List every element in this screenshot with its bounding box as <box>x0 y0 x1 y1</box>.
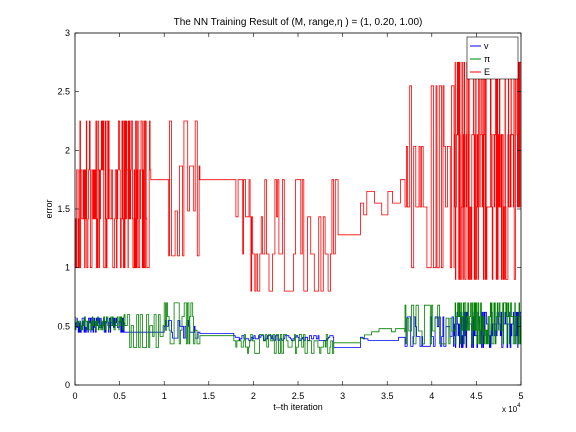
y-axis-label: error <box>44 199 54 218</box>
x-tick-label: 3.5 <box>381 391 394 401</box>
legend: v π E <box>466 36 519 80</box>
y-tick-label: 1.5 <box>57 204 70 214</box>
x-axis-label: t–th iteration <box>273 402 323 412</box>
series-line-pi <box>74 302 522 354</box>
y-tick-label: 1 <box>65 263 70 273</box>
y-tick-label: 0.5 <box>57 321 70 331</box>
x-tick-label: 1.5 <box>203 391 216 401</box>
legend-label-pi: π <box>484 54 490 64</box>
y-tick-label: 2 <box>65 145 70 155</box>
x-tick-label: 0.5 <box>113 391 126 401</box>
series-line-e <box>75 61 521 292</box>
x-tick-label: 4 <box>429 391 434 401</box>
x-exponent-power: 4 <box>517 403 521 409</box>
x-tick-label: 2 <box>251 391 256 401</box>
y-tick-label: 0 <box>65 380 70 390</box>
x-tick-label: 0 <box>72 391 77 401</box>
x-exponent-label: x 104 <box>502 403 521 414</box>
x-tick-label: 2.5 <box>292 391 305 401</box>
x-tick-label: 1 <box>162 391 167 401</box>
chart-title: The NN Training Result of (M, range,η ) … <box>174 17 423 28</box>
series-line-v <box>75 311 521 348</box>
x-tick-label: 5 <box>518 391 523 401</box>
legend-label-e: E <box>484 67 490 77</box>
x-tick-label: 3 <box>340 391 345 401</box>
ticks-layer: 0 0.5 1 1.5 2 2.5 3 3.5 4 4.5 5 0 0.5 1 1.5 2 2.5 3 <box>57 28 523 401</box>
y-tick-label: 2.5 <box>57 87 70 97</box>
y-tick-label: 3 <box>65 28 70 38</box>
series-layer <box>74 61 522 354</box>
legend-box <box>466 36 519 80</box>
legend-label-v: v <box>484 41 489 51</box>
x-tick-label: 4.5 <box>470 391 483 401</box>
